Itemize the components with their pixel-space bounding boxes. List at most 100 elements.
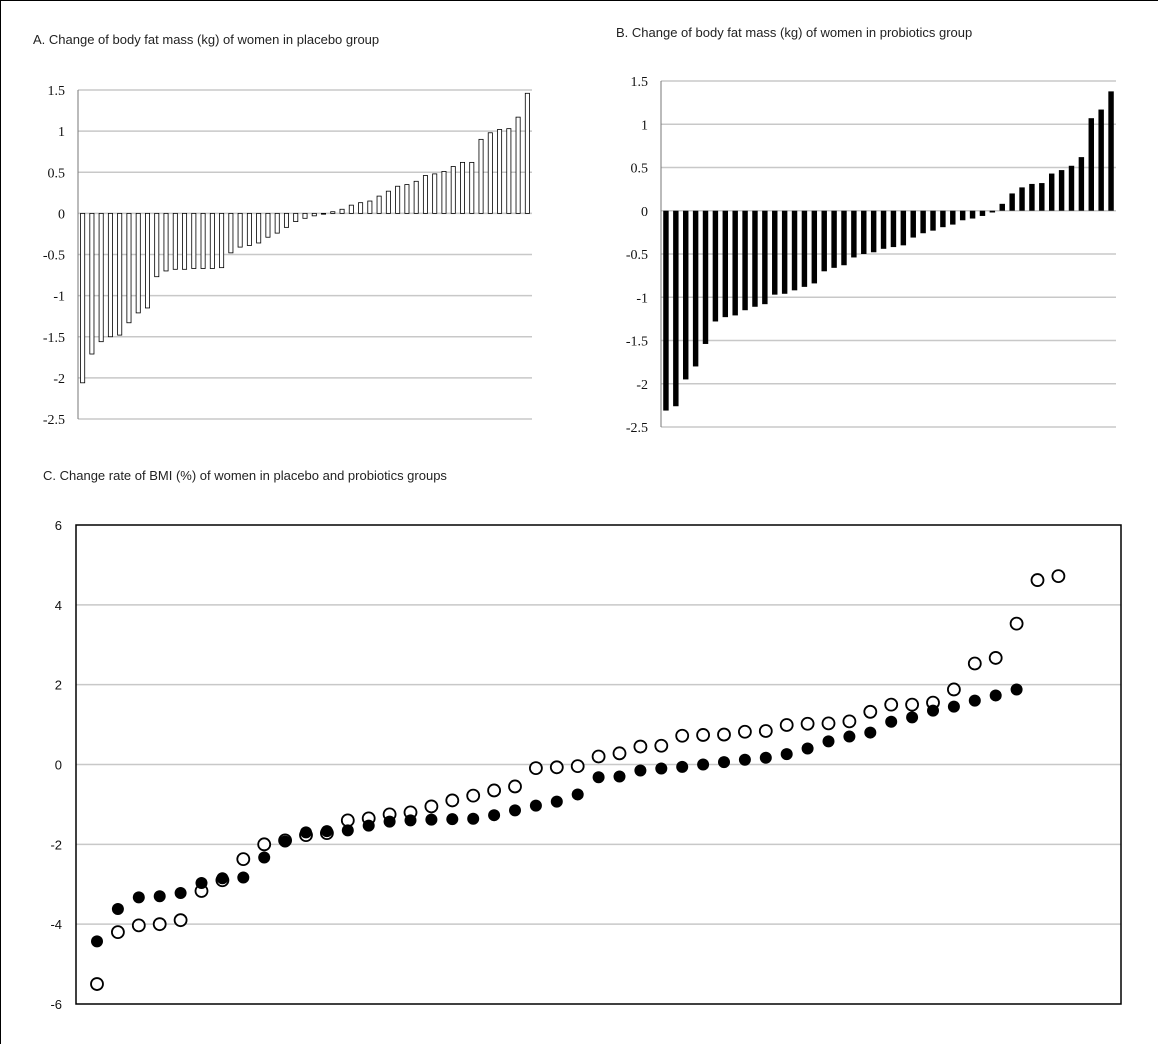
bar [969,210,976,219]
filled-circle-point [571,788,584,801]
filled-circle-point [1010,683,1023,696]
bar [900,210,907,246]
bar [930,210,936,231]
panel-b-title: B. Change of body fat mass (kg) of women… [616,25,973,40]
bar [228,212,234,254]
bar [367,200,373,214]
bar [376,195,382,214]
open-circle-point [884,697,899,712]
filled-circle-point [195,877,208,890]
open-circle-point [905,697,919,712]
bar [330,211,336,214]
bar [404,184,410,214]
y-tick-label: -0.5 [43,249,65,264]
y-tick-label: -2 [53,372,65,387]
bar [752,210,758,307]
y-tick-label: 0.5 [48,166,66,181]
bar [302,212,308,219]
open-circle-point [1009,616,1024,631]
filled-circle-point [989,689,1002,702]
bar [246,212,252,246]
bar [989,210,996,213]
bar [460,161,465,214]
bar [487,132,493,214]
bar [497,129,503,214]
open-circle-point [487,783,502,798]
bar [870,210,877,253]
filled-circle-point [613,770,626,783]
bar [1108,91,1114,211]
open-circle-point [173,913,188,928]
bar [339,208,345,214]
open-circle-point [758,724,773,738]
bar [441,171,447,214]
y-tick-label: 6 [55,518,62,533]
filled-circle-point [174,887,187,900]
bar [1058,170,1065,211]
y-tick-label: -0.5 [626,248,648,263]
filled-circle-point [529,799,542,812]
bar [515,116,521,214]
bar [154,212,160,278]
open-circle-point [591,749,606,764]
open-circle-point [1051,569,1066,583]
panel-b-bar-chart: 1.5 1 0.5 0 -0.5 -1 -1.5 -2 -2.5 [626,75,1116,436]
filled-circle-point [216,872,229,885]
filled-circle-point [906,711,919,724]
bar [413,180,419,214]
y-tick-label: 1.5 [48,84,66,99]
y-tick-label: -2 [50,837,62,852]
open-circle-point [988,651,1003,665]
filled-circle-point [383,815,396,828]
open-circle-point [1030,573,1045,587]
filled-circle-point [780,748,793,761]
bar [732,210,738,316]
filled-circle-point [111,902,124,915]
panel-c-title: C. Change rate of BMI (%) of women in pl… [43,468,447,483]
filled-circle-point [467,812,480,825]
bar [979,210,986,216]
filled-circle-point [864,726,877,739]
bar [959,210,966,221]
open-circle-point [612,746,627,761]
filled-circle-point [300,826,312,839]
open-circle-point [131,918,146,933]
bar [851,210,857,258]
bar [880,210,887,249]
bar [126,212,132,324]
open-circle-point [738,724,752,739]
bar [80,212,86,384]
open-circle-point [549,760,564,775]
y-tick-label: -2.5 [43,413,65,428]
open-circle-point [696,728,710,742]
open-circle-point [570,759,585,773]
bar [1039,183,1045,211]
bar [506,128,512,214]
filled-circle-point [404,814,417,827]
bar [293,212,299,222]
open-circle-point [111,925,125,940]
open-circle-point [90,977,104,991]
bar [999,203,1005,211]
bar [890,210,897,248]
bar [265,212,271,238]
bar [772,210,778,295]
bar [1088,118,1094,211]
filled-circle-point [550,795,563,808]
bar [478,138,484,214]
bar [831,210,837,268]
open-circle-point [508,779,522,794]
filled-circle-point [237,871,250,884]
filled-circle-point [509,804,521,817]
y-tick-label: -1.5 [626,335,648,350]
filled-circle-point [279,835,292,848]
filled-circle-point [968,694,981,707]
bar [673,210,679,407]
bar [683,210,689,380]
y-tick-label: -6 [50,997,62,1012]
open-circle-point [529,761,543,775]
y-tick-label: 2 [55,678,62,693]
plot-area-border [75,524,1122,1005]
open-circle-point [466,788,481,803]
